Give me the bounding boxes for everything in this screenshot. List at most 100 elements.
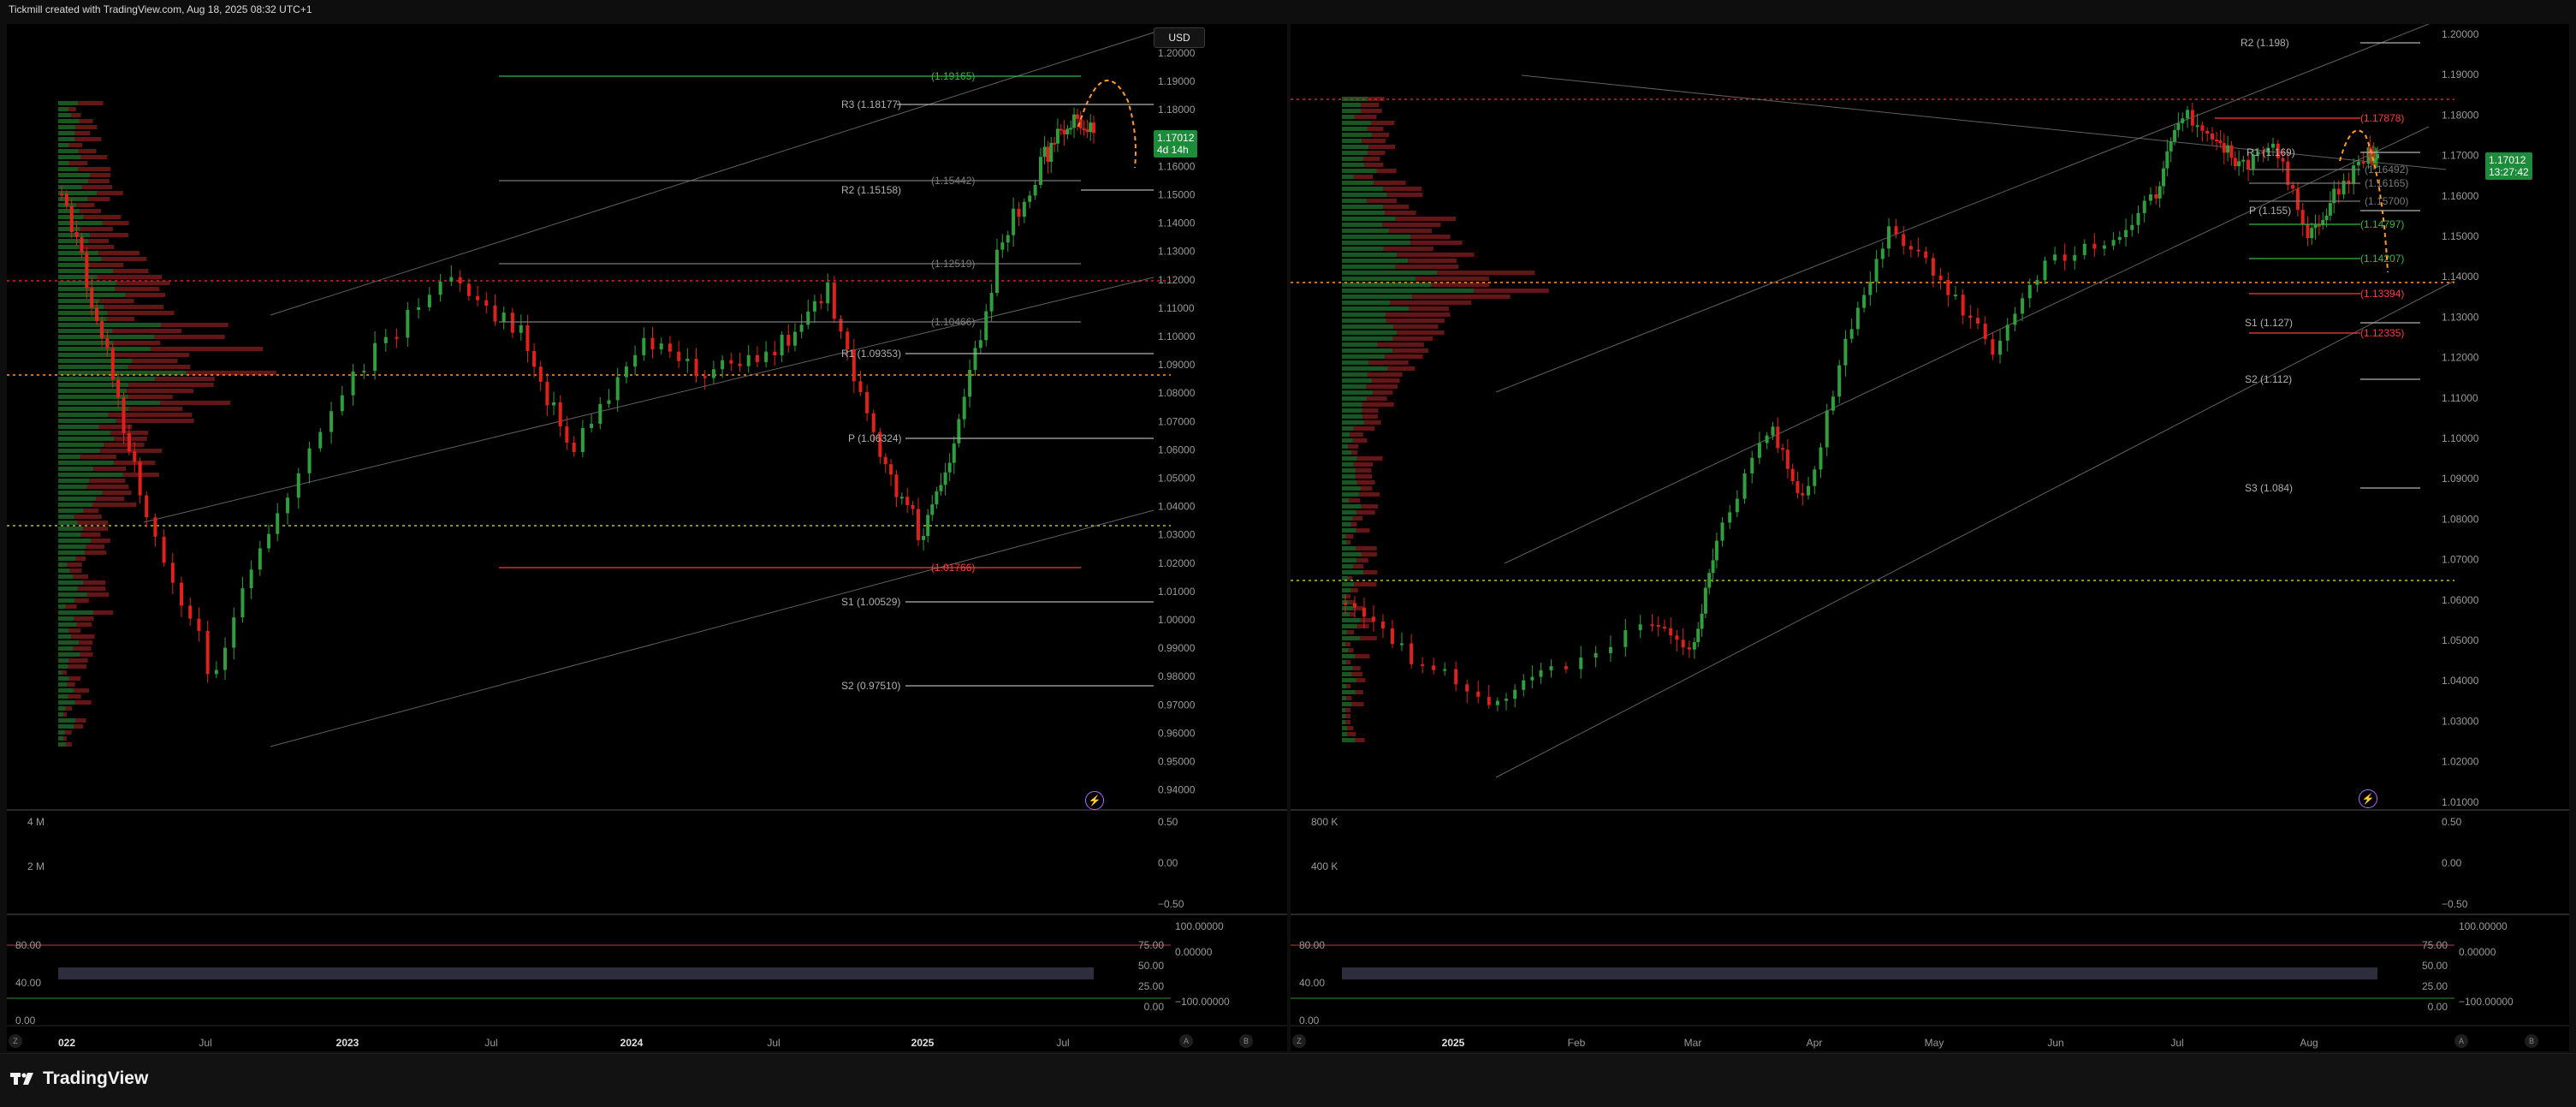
volume-profile-bar [58,359,133,363]
volume-profile-bar [58,113,72,117]
volume-right-axis-label: −0.50 [2442,898,2468,910]
volume-profile-bar [83,215,122,219]
volume-profile-bar [1342,582,1355,586]
volume-profile-bar [58,449,100,453]
currency-button[interactable]: USD [1154,27,1205,48]
volume-profile-bar [1393,324,1439,329]
candle-body [1700,613,1704,629]
volume-profile-bar [58,706,66,711]
volume-profile-bar [1345,708,1350,712]
b-button[interactable]: B [1239,1034,1253,1048]
b-button[interactable]: B [2525,1034,2538,1048]
volume-profile-bar [58,694,68,699]
price-axis-label: 1.15000 [2442,230,2479,242]
price-axis-label: 1.14000 [2442,271,2479,283]
volume-right-axis-label: −0.50 [1158,898,1184,910]
volume-profile-bar [77,586,106,591]
tradingview-logo[interactable]: TradingView [10,1068,148,1089]
volume-profile-bar [87,197,110,201]
volume-profile-bar [58,664,68,669]
candle-body [2291,185,2295,189]
candle-body [417,307,421,310]
volume-profile-bar [88,179,110,183]
candle-body [1042,146,1047,158]
volume-profile-bar [1474,289,1549,293]
candle-body [2261,152,2265,154]
candle-body [968,370,972,397]
volume-profile-bar [58,491,103,495]
volume-profile-bar [1342,360,1369,365]
oscillator-left-axis-label: 80.00 [1299,939,1325,951]
candle-body [406,309,410,338]
z-button[interactable]: Z [9,1034,22,1048]
volume-profile-bar [78,149,97,153]
candle-body [552,402,556,406]
candle-body [373,342,377,372]
candle-body [1681,640,1685,648]
volume-profile-bar [1368,151,1386,155]
candle-body [2226,145,2230,153]
volume-profile-bar [1373,390,1393,395]
price-axis-label: 0.96000 [1158,727,1196,739]
volume-profile-bar [1342,684,1347,688]
volume-profile-bar [1346,660,1350,664]
candle-body [1476,691,1481,697]
auto-scale-button[interactable]: A [1179,1034,1193,1048]
volume-profile-bar [1409,307,1450,311]
volume-profile-bar [1342,348,1393,353]
weekly-chart-pane[interactable]: 1.200001.190001.180001.170001.160001.150… [7,24,1287,1051]
volume-profile-bar [1350,432,1363,437]
volume-profile-bar [96,497,125,501]
volume-profile-bar [1350,588,1358,592]
volume-profile-bar [1383,247,1433,251]
volume-profile-bar [58,155,81,159]
pivot-level-label: R2 (1.198) [2241,37,2289,49]
volume-profile-bar [1352,438,1368,443]
volume-profile-bar [1354,654,1370,658]
volume-profile-bar [1342,726,1348,730]
candle-body [510,312,514,333]
candle-body [792,331,797,346]
volume-profile-bar [1342,690,1356,694]
oscillator-right-axis-label: 0.00 [2428,1001,2448,1013]
daily-price-chart[interactable]: 1.20000 1.19000 1.18000 1.17000 1.16000 1.150… [1291,24,2569,1051]
price-axis-label: 1.20000 [1158,47,1196,59]
candle-body [1065,128,1070,134]
candle-body [1843,338,1848,366]
last-price-value: 1.17012 [1157,132,1195,144]
candle-body [110,348,115,380]
price-axis-label: 1.01000 [1158,586,1196,598]
time-axis-label: 2024 [620,1037,644,1049]
candle-body [1813,469,1817,486]
pivot-level-label: S3 (1.084) [2245,482,2293,494]
weekly-price-chart[interactable]: 1.200001.190001.180001.170001.160001.150… [7,24,1287,1051]
volume-profile-bar [1342,720,1346,724]
volume-profile-bar [125,293,166,297]
candle-body [939,485,943,491]
candle-body [598,403,602,424]
daily-chart-pane[interactable]: 1.20000 1.19000 1.18000 1.17000 1.16000 1.150… [1291,24,2569,1051]
z-button[interactable]: Z [1292,1034,1306,1048]
volume-profile-bar [58,209,80,213]
volume-profile-bar [1352,516,1363,521]
volume-profile-bar [1342,133,1372,137]
price-axis-label: 1.11000 [1158,302,1195,314]
price-axis-label: 1.14000 [1158,217,1196,229]
volume-profile-bar [1342,480,1357,485]
auto-scale-button[interactable]: A [2454,1034,2468,1048]
volume-profile-bar [1342,157,1364,161]
lightning-icon[interactable]: ⚡ [1085,791,1104,810]
volume-profile-bar [75,556,86,561]
candle-body [1055,128,1059,144]
pivot-level-label: (1.13394) [2360,288,2404,300]
candle-body [659,343,663,350]
volume-profile-bar [58,556,76,561]
candle-body [351,371,355,396]
lightning-icon[interactable]: ⚡ [2359,789,2377,808]
pivot-level-label: R3 (1.18177) [841,98,901,110]
volume-profile-bar [1385,354,1423,359]
candle-body [1946,280,1950,295]
volume-profile-bar [1351,672,1363,676]
time-axis-label: Jul [767,1037,780,1049]
pivot-level-label: S1 (1.00529) [841,596,900,608]
